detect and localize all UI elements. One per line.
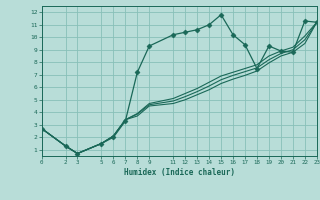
X-axis label: Humidex (Indice chaleur): Humidex (Indice chaleur) xyxy=(124,168,235,177)
